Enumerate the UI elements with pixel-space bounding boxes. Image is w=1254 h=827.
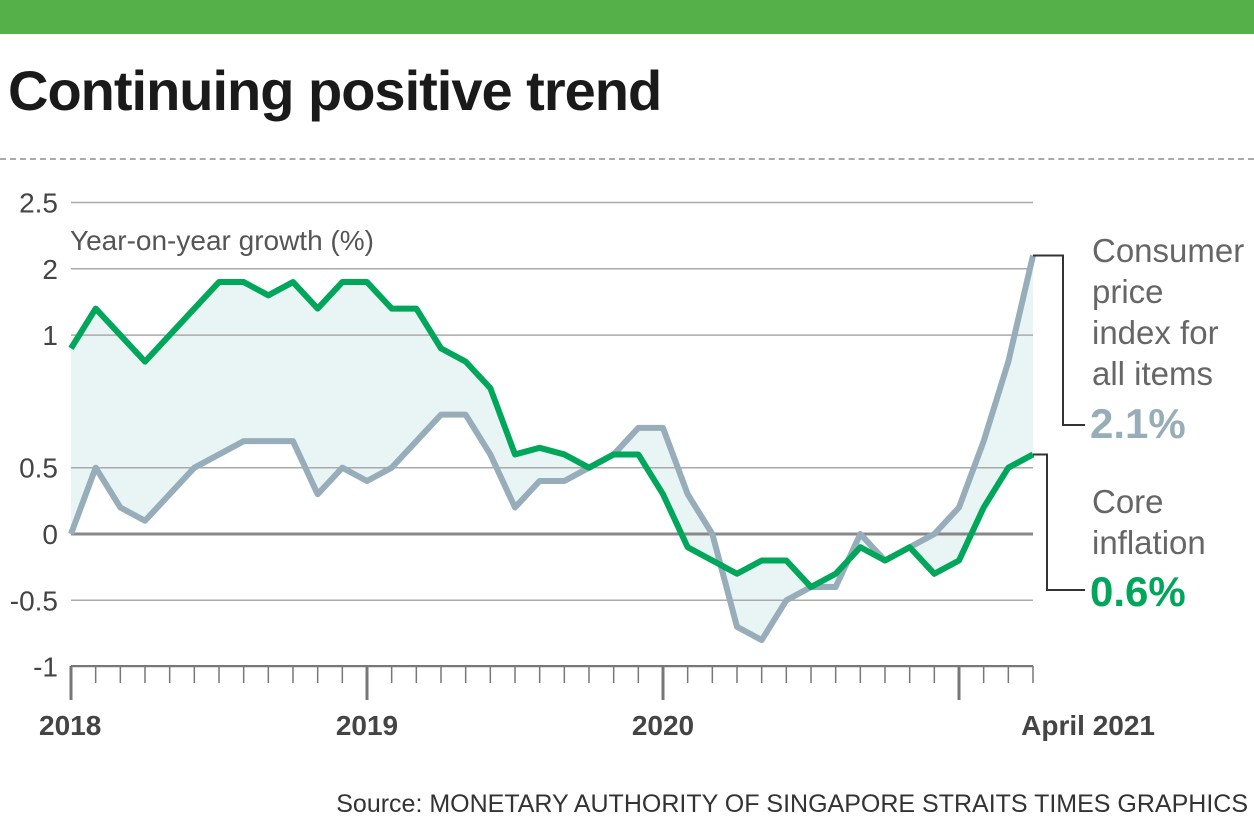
y-tick-label: -1 bbox=[33, 652, 58, 683]
y-tick-label: -0.5 bbox=[10, 585, 58, 616]
core-inflation-line bbox=[68, 279, 1035, 591]
cpi-series-label: price bbox=[1092, 273, 1164, 310]
y-tick-label: 2 bbox=[42, 254, 58, 285]
x-tick-label: 2019 bbox=[336, 710, 398, 741]
cpi-series-label: all items bbox=[1092, 355, 1213, 392]
x-tick-label: April 2021 bbox=[1021, 710, 1155, 741]
cpi-line bbox=[68, 254, 1036, 644]
y-tick-label: 0.5 bbox=[19, 453, 58, 484]
x-tick-label: 2018 bbox=[39, 710, 101, 741]
divider bbox=[0, 158, 1254, 160]
y-axis-label: Year-on-year growth (%) bbox=[70, 225, 374, 256]
y-tick-label: 0 bbox=[42, 519, 58, 550]
cpi-end-value: 2.1% bbox=[1090, 400, 1186, 447]
area-between-series bbox=[71, 255, 1033, 641]
cpi-leader-line bbox=[1033, 254, 1085, 426]
core-series-label: inflation bbox=[1092, 524, 1206, 561]
core-end-value: 0.6% bbox=[1090, 568, 1186, 615]
core-leader-line bbox=[1033, 453, 1085, 591]
y-tick-label: 1 bbox=[42, 320, 58, 351]
source-note: Source: MONETARY AUTHORITY OF SINGAPORE … bbox=[336, 790, 1248, 818]
cpi-series-label: index for bbox=[1092, 314, 1219, 351]
header-bar bbox=[0, 0, 1254, 34]
core-series-label: Core bbox=[1092, 483, 1164, 520]
y-tick-label: 2.5 bbox=[19, 188, 58, 219]
x-tick-label: 2020 bbox=[632, 710, 694, 741]
cpi-series-label: Consumer bbox=[1092, 232, 1244, 269]
chart-title: Continuing positive trend bbox=[8, 59, 662, 122]
